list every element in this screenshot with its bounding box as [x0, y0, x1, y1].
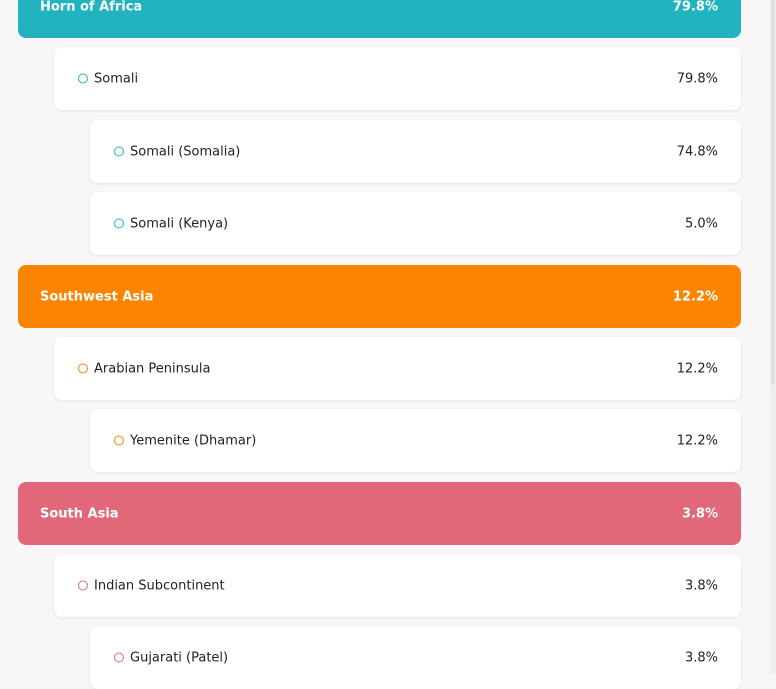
subregion-label: Arabian Peninsula: [94, 361, 211, 376]
subregion-percentage: 12.2%: [676, 361, 718, 376]
region-percentage: 12.2%: [672, 289, 718, 304]
population-percentage: 5.0%: [684, 216, 718, 231]
subregion-percentage: 79.8%: [676, 71, 718, 86]
population-label: Gujarati (Patel): [130, 650, 229, 665]
subregion-label: Somali: [94, 71, 139, 86]
circle-marker-icon: [114, 652, 124, 663]
region-percentage: 3.8%: [681, 506, 718, 521]
region-header-horn-of-africa[interactable]: Horn of Africa 79.8%: [18, 0, 741, 38]
population-row-yemenite-dhamar[interactable]: Yemenite (Dhamar) 12.2%: [90, 409, 741, 472]
circle-marker-icon: [78, 363, 88, 374]
region-header-south-asia[interactable]: South Asia 3.8%: [18, 482, 741, 545]
population-percentage: 74.8%: [676, 144, 718, 159]
subregion-row-somali[interactable]: Somali 79.8%: [54, 47, 741, 110]
population-label: Somali (Kenya): [130, 216, 229, 231]
population-percentage: 12.2%: [676, 433, 718, 448]
circle-marker-icon: [78, 73, 88, 84]
population-row-gujarati-patel[interactable]: Gujarati (Patel) 3.8%: [90, 626, 741, 689]
region-header-southwest-asia[interactable]: Southwest Asia 12.2%: [18, 265, 741, 328]
region-label: Horn of Africa: [40, 0, 143, 14]
subregion-label: Indian Subcontinent: [94, 578, 225, 593]
subregion-percentage: 3.8%: [684, 578, 718, 593]
population-percentage: 3.8%: [684, 650, 718, 665]
population-label: Yemenite (Dhamar): [130, 433, 257, 448]
region-label: South Asia: [40, 506, 119, 521]
subregion-row-indian-subcontinent[interactable]: Indian Subcontinent 3.8%: [54, 554, 741, 617]
circle-marker-icon: [114, 435, 124, 446]
population-row-somali-kenya[interactable]: Somali (Kenya) 5.0%: [90, 192, 741, 255]
population-row-somali-somalia[interactable]: Somali (Somalia) 74.8%: [90, 120, 741, 183]
scrollbar-track[interactable]: [770, 0, 776, 674]
region-percentage: 79.8%: [672, 0, 718, 14]
scrollbar-thumb[interactable]: [771, 0, 775, 385]
circle-marker-icon: [78, 580, 88, 591]
subregion-row-arabian-peninsula[interactable]: Arabian Peninsula 12.2%: [54, 337, 741, 400]
circle-marker-icon: [114, 218, 124, 229]
circle-marker-icon: [114, 146, 124, 157]
region-label: Southwest Asia: [40, 289, 154, 304]
population-label: Somali (Somalia): [130, 144, 241, 159]
